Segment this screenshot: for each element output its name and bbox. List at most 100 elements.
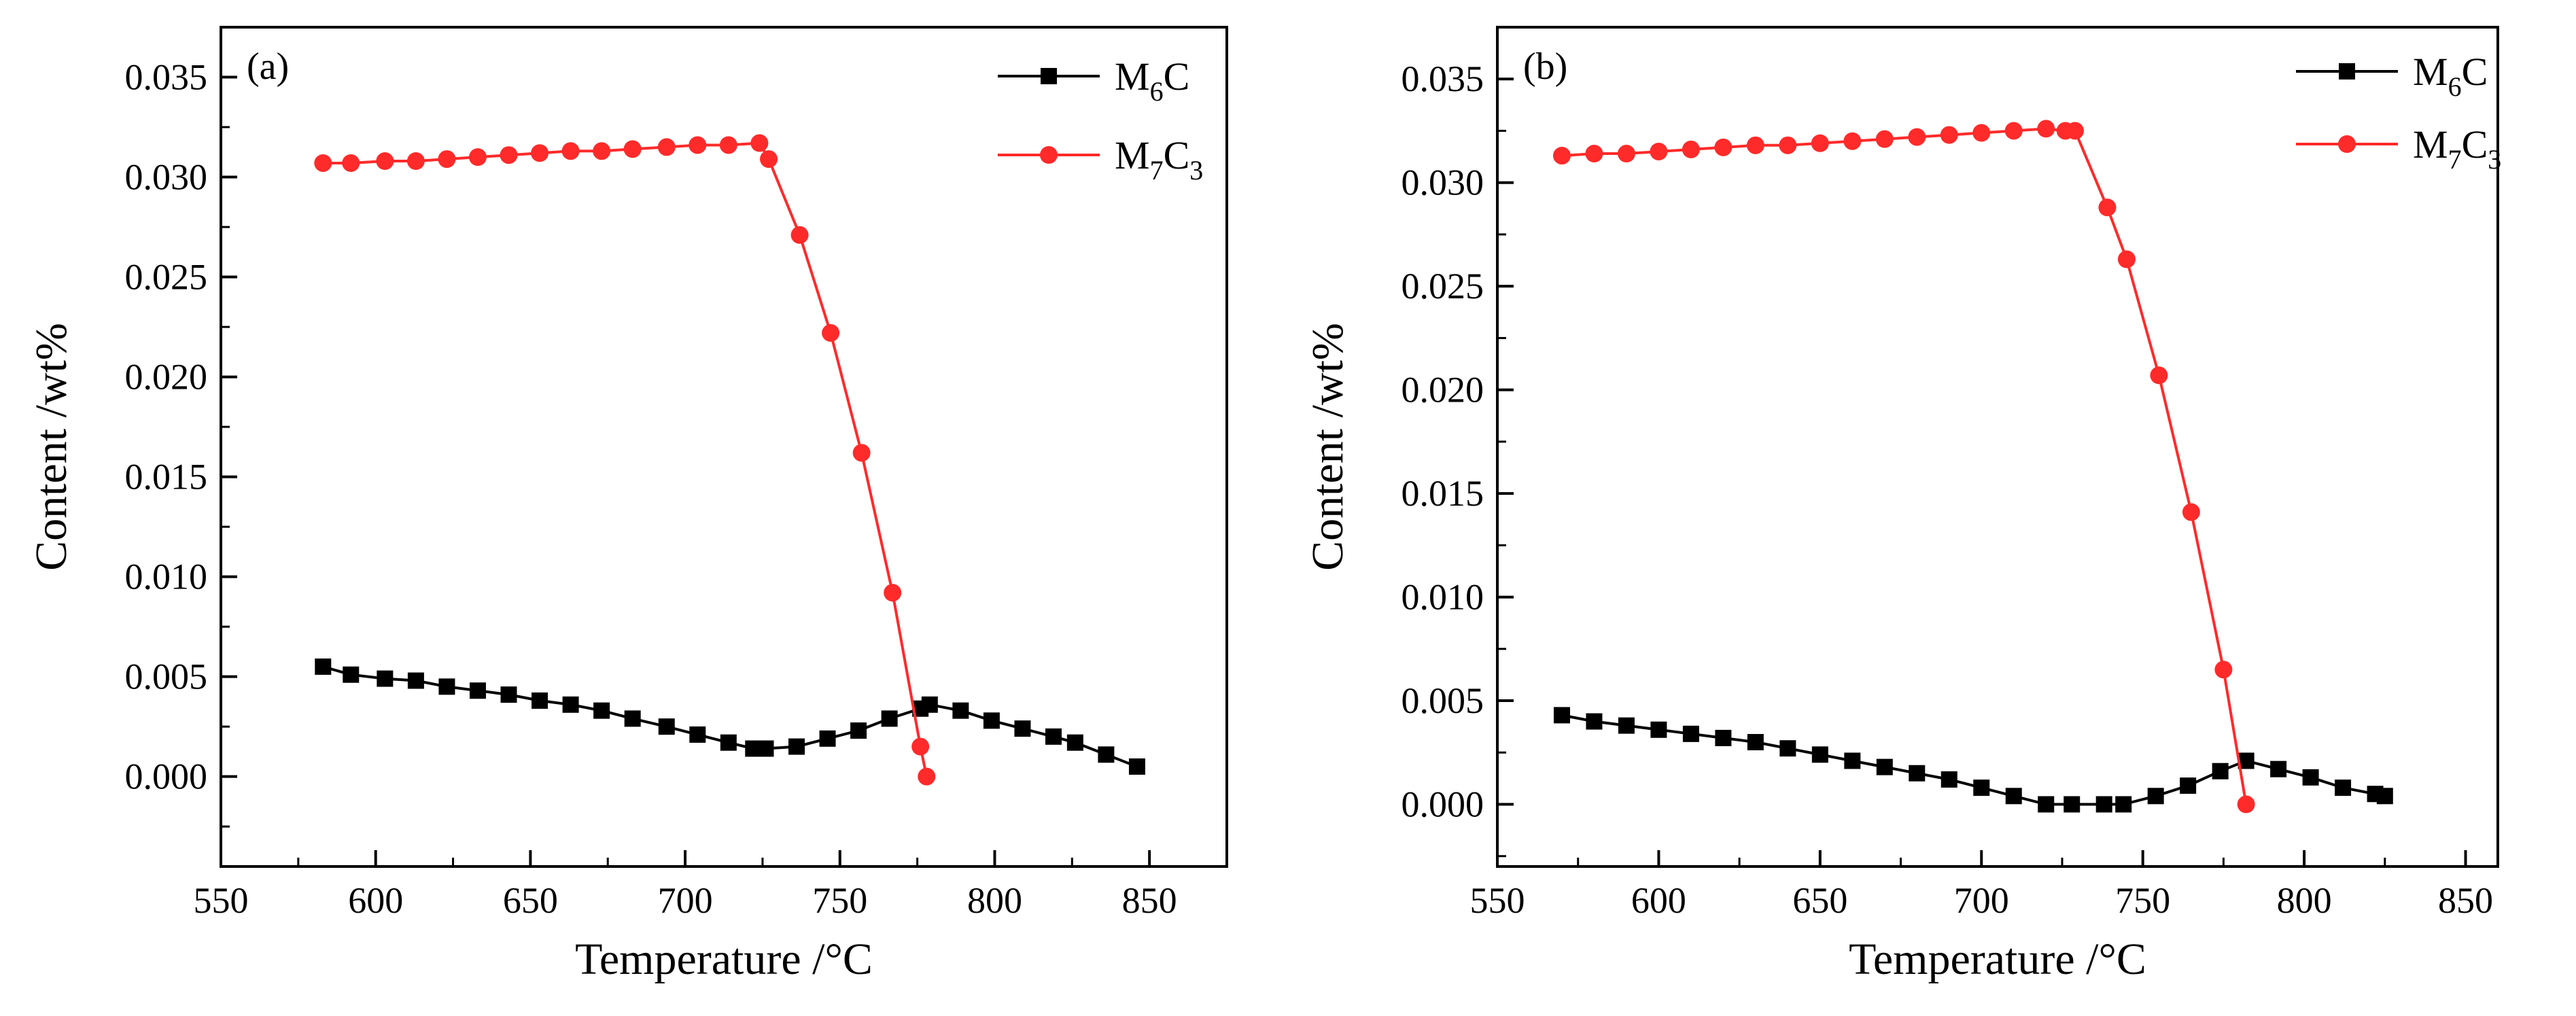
data-point — [852, 444, 871, 462]
data-point — [2302, 769, 2319, 786]
chart-panel-a: 550 600 650 700 750 800 850 0.000 0.005 0.010 0.01… — [27, 26, 1228, 984]
data-point — [1875, 130, 1894, 148]
legend-mid: C — [2462, 50, 2488, 94]
data-point — [500, 146, 518, 164]
series-m6c — [315, 658, 1145, 775]
legend-label: M6C — [1115, 54, 1189, 107]
data-point — [1128, 758, 1145, 775]
data-point — [1066, 734, 1083, 751]
data-point — [561, 142, 580, 160]
data-point — [2180, 777, 2197, 794]
x-tick-label: 750 — [812, 880, 867, 921]
legend-sub: 6 — [1150, 76, 1164, 107]
data-point — [720, 734, 737, 751]
data-point — [1940, 126, 1958, 144]
data-point — [2147, 788, 2164, 805]
data-point — [1617, 145, 1635, 163]
legend-sub: 3 — [1189, 155, 1203, 186]
legend-entry-m7c3: M7C3 — [998, 133, 1203, 186]
data-point — [1972, 124, 1991, 142]
chart-panel-b: 550 600 650 700 750 800 850 0.000 0.005 0.010 0.01… — [1303, 26, 2501, 984]
data-point — [1014, 720, 1031, 737]
data-point — [377, 670, 394, 687]
legend-marker — [1040, 146, 1058, 164]
data-point — [1746, 136, 1764, 154]
legend-base: M — [2413, 50, 2448, 94]
y-tick-label: 0.020 — [1402, 370, 1484, 410]
data-point — [2212, 763, 2229, 779]
y-axis-label: Content /wt% — [1303, 323, 1353, 571]
data-point — [952, 702, 969, 719]
x-tick-label: 600 — [1631, 880, 1686, 921]
data-point — [1682, 140, 1700, 158]
data-point — [469, 682, 486, 699]
data-point — [2066, 122, 2084, 140]
data-point — [438, 150, 456, 169]
data-point — [2150, 366, 2168, 385]
data-point — [1715, 729, 1732, 746]
y-tick-label: 0.035 — [125, 57, 208, 98]
data-point — [2237, 795, 2255, 813]
data-point — [719, 136, 737, 154]
legend-sub: 7 — [2448, 144, 2462, 175]
data-point — [2064, 796, 2081, 813]
y-tick-label: 0.025 — [125, 257, 208, 298]
data-point — [1650, 721, 1667, 738]
legend-sub: 3 — [2488, 144, 2501, 175]
data-point — [593, 142, 611, 160]
data-point — [376, 152, 394, 171]
data-point — [658, 718, 675, 735]
data-point — [1811, 746, 1828, 763]
data-point — [1552, 147, 1571, 165]
data-point — [315, 658, 332, 675]
y-tick-label: 0.015 — [1402, 473, 1484, 514]
data-point — [1098, 746, 1115, 763]
data-point — [2270, 760, 2287, 777]
x-axis-label: Temperature /°C — [575, 934, 873, 984]
data-point — [2376, 788, 2393, 805]
data-point — [1747, 734, 1764, 751]
legend-label: M6C — [2413, 50, 2488, 102]
data-point — [531, 144, 549, 162]
legend-entry-m6c: M6C — [2296, 50, 2488, 102]
data-point — [1586, 713, 1603, 730]
data-point — [911, 737, 930, 756]
data-point — [1940, 771, 1957, 788]
data-point — [314, 154, 332, 172]
panel-label: (b) — [1523, 46, 1567, 88]
data-point — [1876, 758, 1893, 775]
y-tick-label: 0.015 — [125, 457, 208, 497]
legend-marker — [2338, 135, 2356, 153]
data-point — [1553, 707, 1570, 724]
legend-mid: C — [1164, 133, 1190, 177]
data-point — [2214, 661, 2233, 679]
data-point — [983, 712, 1000, 729]
data-point — [623, 140, 642, 158]
data-point — [1844, 752, 1861, 769]
legend-marker — [1041, 68, 1057, 84]
x-tick-label: 750 — [2115, 880, 2170, 921]
data-point — [2098, 198, 2117, 217]
series-line — [1561, 127, 2248, 805]
legend-entry-m6c: M6C — [998, 54, 1189, 107]
data-point — [1909, 765, 1926, 782]
data-point — [1650, 142, 1668, 160]
x-tick-label: 650 — [1792, 880, 1847, 921]
data-point — [593, 702, 610, 719]
data-point — [2037, 120, 2055, 138]
data-point — [468, 148, 487, 167]
legend-base: M — [1115, 133, 1150, 177]
data-point — [657, 138, 676, 156]
data-point — [2004, 122, 2023, 140]
data-point — [689, 136, 707, 154]
data-point — [2182, 503, 2200, 521]
data-point — [1714, 138, 1733, 156]
data-point — [624, 710, 641, 727]
data-point — [1618, 717, 1635, 734]
y-tick-label: 0.010 — [1402, 577, 1484, 618]
legend-label: M7C3 — [2413, 122, 2501, 175]
y-tick-label: 0.005 — [125, 656, 208, 697]
panel-label: (a) — [247, 46, 289, 88]
y-tick-label: 0.000 — [125, 756, 208, 797]
legend-sub: 7 — [1150, 155, 1164, 186]
